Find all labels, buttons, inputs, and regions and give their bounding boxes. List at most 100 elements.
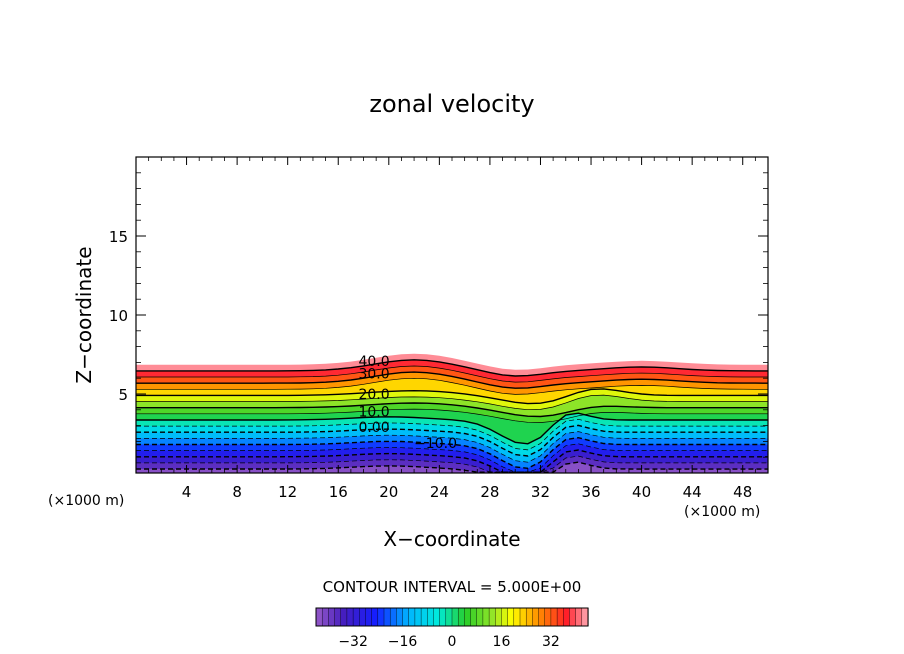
- colorbar-frame: [315, 607, 589, 627]
- x-tick-label: 40: [632, 483, 651, 501]
- contour-lines: [136, 359, 768, 473]
- contour-label: 10.0: [358, 404, 389, 420]
- colorbar-tick-label: −16: [388, 634, 418, 650]
- contour-line: [136, 377, 768, 395]
- contour-line: [136, 449, 768, 473]
- colorbar-swatch: [470, 607, 478, 627]
- contour-labels: 40.030.0 20.010.00.00 −10.0: [358, 354, 457, 452]
- colorbar-swatch: [556, 607, 564, 627]
- colorbar-swatch: [377, 607, 385, 627]
- colorbar-swatch: [340, 607, 348, 627]
- y-axis-label: Z−coordinate: [72, 246, 96, 383]
- colorbar-tick-label: 32: [542, 634, 560, 650]
- colorbar-swatch: [346, 607, 354, 627]
- colorbar-swatch: [445, 607, 453, 627]
- contour-line: [136, 443, 768, 473]
- colorbar: −32 −16 0 16 32: [315, 607, 589, 650]
- contour-line: [136, 455, 768, 473]
- colorbar-tick-label: 16: [493, 634, 511, 650]
- x-unit-left: (×1000 m): [48, 493, 124, 509]
- y-tick-label: 15: [109, 228, 128, 246]
- colorbar-swatch: [371, 607, 379, 627]
- colorbar-ticks: −32 −16 0 16 32: [338, 634, 560, 650]
- colorbar-swatch: [439, 607, 447, 627]
- colorbar-swatch: [414, 607, 422, 627]
- contour-label: 30.0: [358, 366, 389, 382]
- x-tick-label: 20: [379, 483, 398, 501]
- contour-label: 40.0: [358, 354, 389, 370]
- contour-line: [136, 461, 768, 473]
- colorbar-swatch: [328, 607, 336, 627]
- colorbar-swatch: [464, 607, 472, 627]
- colorbar-swatch: [563, 607, 571, 627]
- colorbar-swatch: [365, 607, 373, 627]
- contour-line: [136, 359, 768, 377]
- contour-fill: [136, 157, 768, 473]
- colorbar-swatch: [396, 607, 404, 627]
- colorbar-swatch: [482, 607, 490, 627]
- contour-interval-text: CONTOUR INTERVAL = 5.000E+00: [323, 578, 582, 596]
- colorbar-swatch: [427, 607, 435, 627]
- colorbar-swatch: [334, 607, 342, 627]
- colorbar-swatch: [352, 607, 360, 627]
- colorbar-swatch: [359, 607, 367, 627]
- contour-line: [136, 431, 768, 463]
- x-tick-label: 12: [278, 483, 297, 501]
- colorbar-swatches: [315, 607, 589, 627]
- colorbar-swatch: [321, 607, 329, 627]
- contour-label: −10.0: [414, 436, 457, 452]
- colorbar-swatch: [581, 607, 589, 627]
- contour-label: 0.00: [358, 420, 389, 436]
- colorbar-swatch: [544, 607, 552, 627]
- colorbar-swatch: [501, 607, 509, 627]
- colorbar-swatch: [451, 607, 459, 627]
- colorbar-swatch: [315, 607, 323, 627]
- chart-title: zonal velocity: [369, 90, 534, 118]
- x-tick-label: 24: [430, 483, 449, 501]
- contour-line: [136, 418, 768, 451]
- x-tick-label: 16: [329, 483, 348, 501]
- colorbar-swatch: [383, 607, 391, 627]
- contour-line: [136, 436, 768, 470]
- x-axis-ticks: 4 8 12 16 20 24 28 32 36 40 44 48: [148, 157, 756, 501]
- contour-band: [136, 462, 768, 473]
- colorbar-swatch: [402, 607, 410, 627]
- x-tick-label: 4: [182, 483, 192, 501]
- colorbar-swatch: [408, 607, 416, 627]
- colorbar-swatch: [433, 607, 441, 627]
- contour-line: [136, 371, 768, 389]
- x-tick-label: 8: [232, 483, 242, 501]
- colorbar-tick-label: −32: [338, 634, 368, 650]
- colorbar-swatch: [569, 607, 577, 627]
- contour-line: [136, 408, 768, 423]
- contour-line: [136, 365, 768, 383]
- contour-line: [136, 412, 768, 445]
- x-tick-label: 36: [581, 483, 600, 501]
- colorbar-swatch: [519, 607, 527, 627]
- colorbar-swatch: [525, 607, 533, 627]
- colorbar-swatch: [538, 607, 546, 627]
- colorbar-swatch: [575, 607, 583, 627]
- colorbar-swatch: [476, 607, 484, 627]
- colorbar-swatch: [488, 607, 496, 627]
- x-axis-label: X−coordinate: [383, 527, 520, 551]
- contour-label: 20.0: [358, 387, 389, 403]
- colorbar-swatch: [532, 607, 540, 627]
- x-tick-label: 28: [480, 483, 499, 501]
- colorbar-swatch: [507, 607, 515, 627]
- contour-line: [136, 388, 768, 405]
- x-unit-right: (×1000 m): [684, 504, 760, 520]
- colorbar-swatch: [495, 607, 503, 627]
- y-tick-label: 5: [118, 386, 128, 404]
- contour-line: [136, 394, 768, 411]
- colorbar-tick-label: 0: [448, 634, 457, 650]
- colorbar-swatch: [513, 607, 521, 627]
- x-tick-label: 44: [683, 483, 702, 501]
- y-tick-label: 10: [109, 307, 128, 325]
- contour-line: [136, 402, 768, 418]
- x-tick-label: 48: [733, 483, 752, 501]
- colorbar-swatch: [550, 607, 558, 627]
- colorbar-swatch: [420, 607, 428, 627]
